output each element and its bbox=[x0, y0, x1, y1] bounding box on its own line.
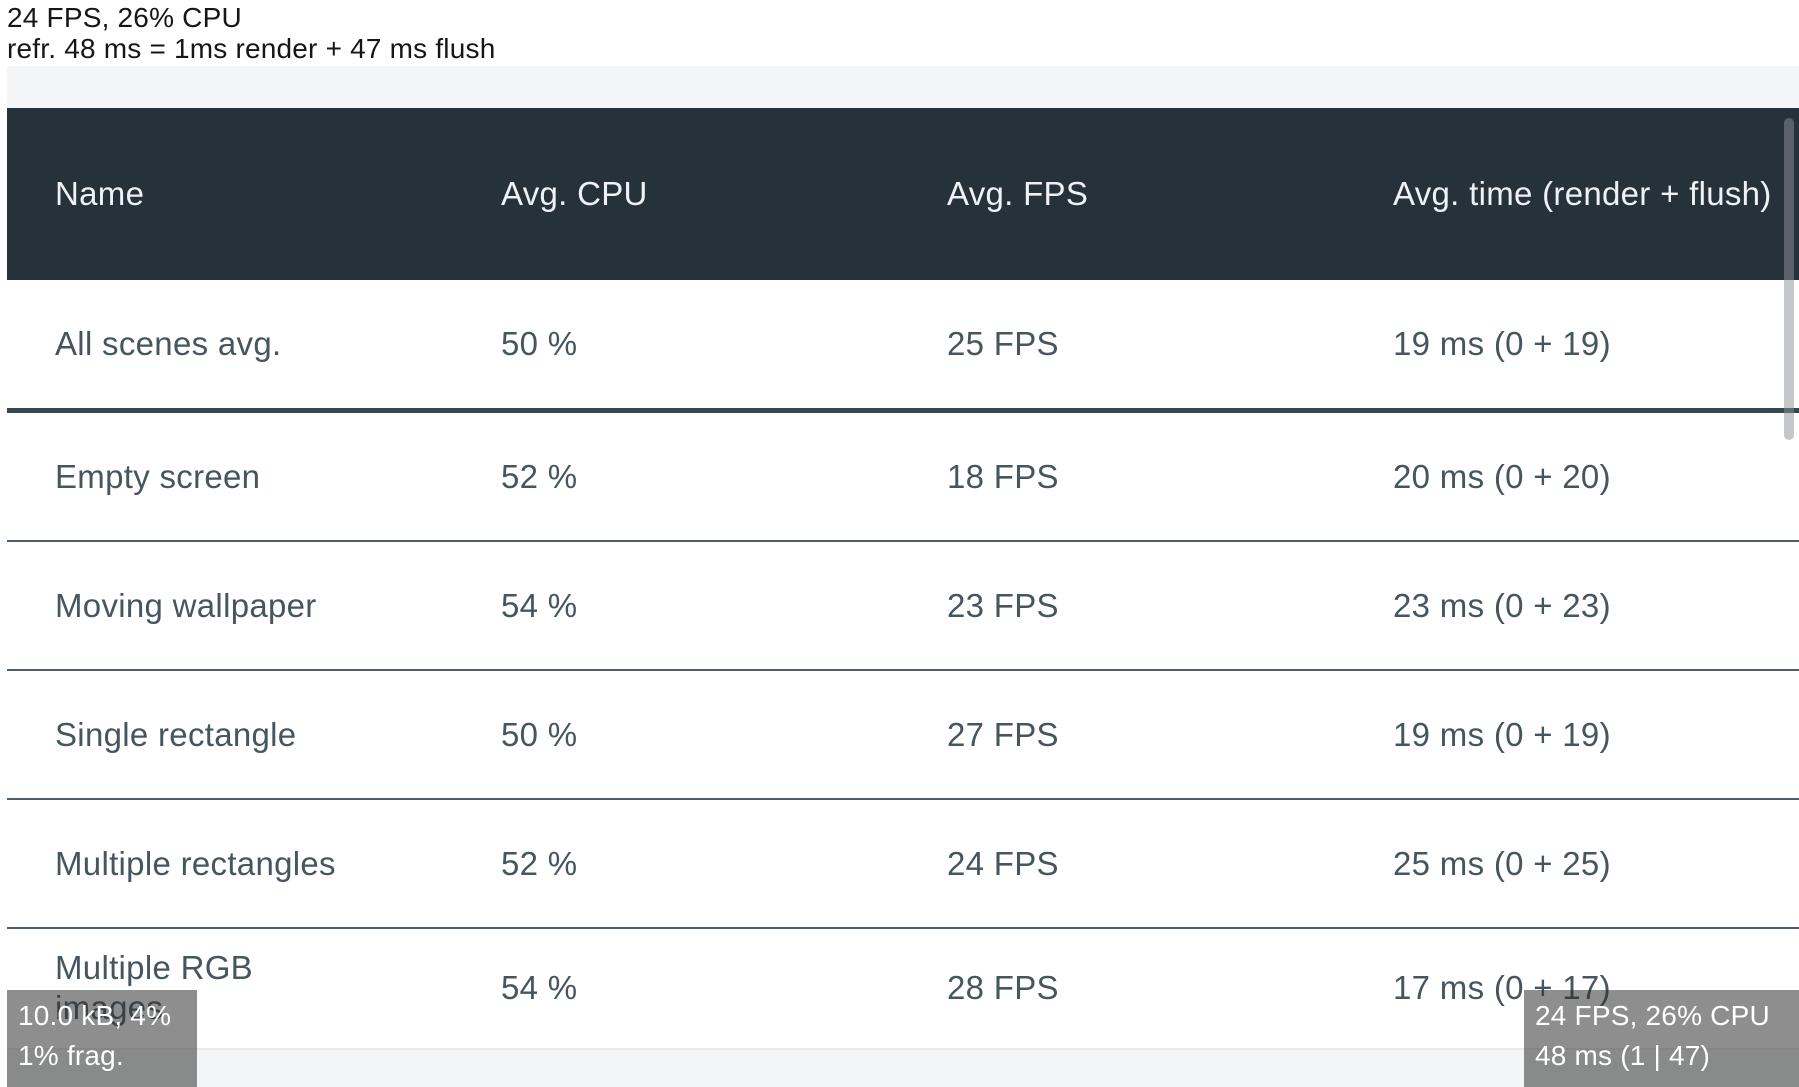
table-header-row: Name Avg. CPU Avg. FPS Avg. time (render… bbox=[7, 108, 1799, 280]
cell-fps: 23 FPS bbox=[947, 586, 1059, 624]
cell-fps: 24 FPS bbox=[947, 844, 1059, 882]
cell-name: All scenes avg. bbox=[55, 325, 282, 362]
table-body: All scenes avg. 50 % 25 FPS 19 ms (0 + 19) E… bbox=[7, 280, 1799, 1047]
top-stats-fps-cpu: 24 FPS, 26% CPU bbox=[7, 2, 242, 33]
table-row: Empty screen 52 % 18 FPS 20 ms (0 + 20) bbox=[7, 413, 1799, 542]
memory-stats-line1: 10.0 kB, 4% bbox=[18, 1000, 172, 1031]
vertical-scrollbar-thumb[interactable] bbox=[1784, 118, 1794, 440]
table-row: Moving wallpaper 54 % 23 FPS 23 ms (0 + 23) bbox=[7, 542, 1799, 671]
memory-stats-hud: 10.0 kB, 4% 1% frag. bbox=[7, 990, 197, 1087]
cell-fps: 28 FPS bbox=[947, 969, 1059, 1006]
cell-time: 19 ms (0 + 19) bbox=[1393, 325, 1611, 362]
cell-name: Moving wallpaper bbox=[55, 586, 317, 624]
fps-stats-line2: 48 ms (1 | 47) bbox=[1535, 1040, 1711, 1071]
cell-cpu: 50 % bbox=[501, 715, 578, 753]
cell-cpu: 50 % bbox=[501, 325, 578, 362]
cell-name: Single rectangle bbox=[55, 715, 297, 753]
benchmark-results-table: Name Avg. CPU Avg. FPS Avg. time (render… bbox=[7, 108, 1799, 1047]
cell-cpu: 52 % bbox=[501, 457, 578, 495]
column-header-avg-time: Avg. time (render + flush) bbox=[1393, 175, 1772, 212]
cell-fps: 18 FPS bbox=[947, 457, 1059, 495]
table-row: Single rectangle 50 % 27 FPS 19 ms (0 + 19) bbox=[7, 671, 1799, 800]
cell-time: 20 ms (0 + 20) bbox=[1393, 457, 1611, 495]
strip-above-table bbox=[7, 66, 1799, 108]
memory-stats-line2: 1% frag. bbox=[18, 1040, 124, 1071]
strip-below-table bbox=[7, 1048, 1799, 1087]
cell-name: Empty screen bbox=[55, 457, 261, 495]
cell-cpu: 52 % bbox=[501, 844, 578, 882]
top-stats-refresh: refr. 48 ms = 1ms render + 47 ms flush bbox=[7, 33, 496, 64]
table-row: All scenes avg. 50 % 25 FPS 19 ms (0 + 19) bbox=[7, 280, 1799, 413]
cell-cpu: 54 % bbox=[501, 969, 578, 1006]
cell-fps: 25 FPS bbox=[947, 325, 1059, 362]
column-header-name: Name bbox=[55, 175, 145, 212]
cell-time: 23 ms (0 + 23) bbox=[1393, 586, 1611, 624]
cell-fps: 27 FPS bbox=[947, 715, 1059, 753]
cell-time: 25 ms (0 + 25) bbox=[1393, 844, 1611, 882]
table-row: Multiple rectangles 52 % 24 FPS 25 ms (0 + … bbox=[7, 800, 1799, 929]
column-header-avg-fps: Avg. FPS bbox=[947, 175, 1089, 212]
column-header-avg-cpu: Avg. CPU bbox=[501, 175, 648, 212]
cell-cpu: 54 % bbox=[501, 586, 578, 624]
cell-name: Multiple rectangles bbox=[55, 844, 336, 882]
fps-stats-line1: 24 FPS, 26% CPU bbox=[1535, 1000, 1770, 1031]
fps-stats-hud: 24 FPS, 26% CPU 48 ms (1 | 47) bbox=[1524, 990, 1799, 1087]
compositor-top-stats: 24 FPS, 26% CPU refr. 48 ms = 1ms render… bbox=[7, 2, 495, 64]
cell-time: 19 ms (0 + 19) bbox=[1393, 715, 1611, 753]
